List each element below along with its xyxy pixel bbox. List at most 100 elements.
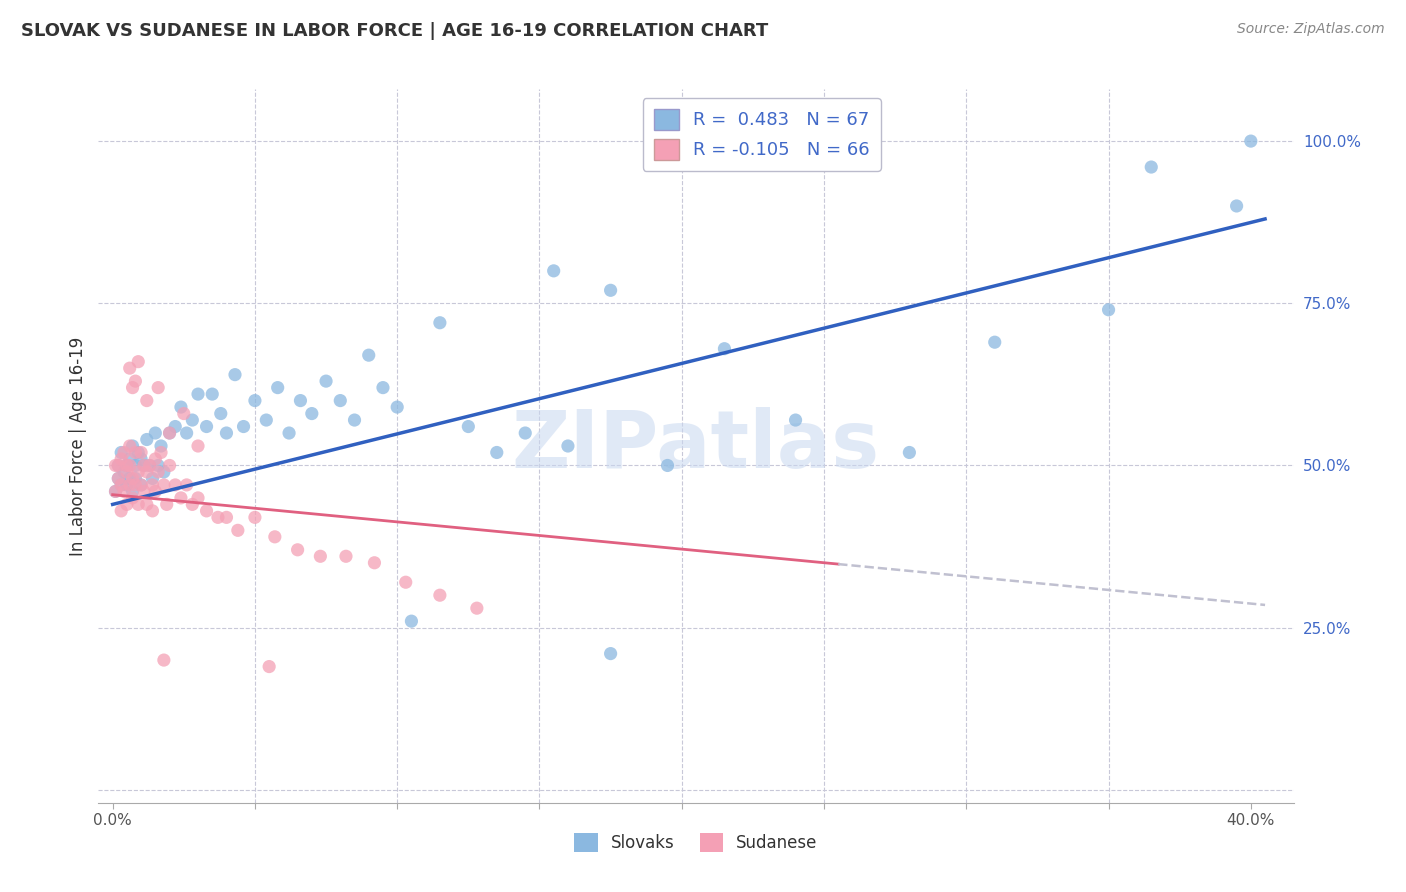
Point — [263, 530, 285, 544]
Point — [118, 471, 141, 485]
Point — [148, 465, 170, 479]
Point — [127, 445, 149, 459]
Point — [115, 478, 138, 492]
Point — [176, 478, 198, 492]
Point — [153, 478, 176, 492]
Point — [143, 425, 166, 440]
Point — [1226, 199, 1249, 213]
Point — [135, 393, 157, 408]
Point — [898, 445, 921, 459]
Point — [170, 400, 193, 414]
Point — [187, 439, 209, 453]
Point — [309, 549, 332, 564]
Point — [124, 374, 146, 388]
Point — [201, 387, 224, 401]
Point — [713, 342, 735, 356]
Point — [176, 425, 198, 440]
Point — [657, 458, 679, 473]
Point — [153, 465, 176, 479]
Point — [110, 445, 132, 459]
Point — [457, 419, 479, 434]
Point — [159, 425, 181, 440]
Point — [315, 374, 337, 388]
Point — [124, 478, 146, 492]
Point — [135, 465, 157, 479]
Point — [129, 452, 152, 467]
Point — [785, 413, 807, 427]
Point — [148, 381, 170, 395]
Point — [107, 471, 129, 485]
Point — [301, 407, 323, 421]
Point — [132, 458, 155, 473]
Point — [107, 471, 129, 485]
Point — [187, 491, 209, 505]
Point — [254, 413, 277, 427]
Point — [127, 354, 149, 368]
Point — [984, 335, 1007, 350]
Point — [110, 478, 132, 492]
Point — [209, 407, 232, 421]
Y-axis label: In Labor Force | Age 16-19: In Labor Force | Age 16-19 — [69, 336, 87, 556]
Point — [118, 478, 141, 492]
Point — [165, 419, 187, 434]
Point — [112, 465, 135, 479]
Point — [215, 510, 238, 524]
Point — [1140, 160, 1163, 174]
Point — [115, 458, 138, 473]
Point — [1097, 302, 1119, 317]
Point — [104, 484, 127, 499]
Point — [232, 419, 254, 434]
Point — [129, 445, 152, 459]
Point — [110, 452, 132, 467]
Point — [485, 445, 508, 459]
Point — [143, 452, 166, 467]
Point — [195, 419, 218, 434]
Point — [107, 458, 129, 473]
Point — [329, 393, 352, 408]
Point — [135, 433, 157, 447]
Point — [115, 458, 138, 473]
Point — [135, 497, 157, 511]
Point — [278, 425, 301, 440]
Point — [121, 381, 143, 395]
Point — [515, 425, 537, 440]
Point — [165, 478, 187, 492]
Point — [141, 504, 163, 518]
Point — [143, 484, 166, 499]
Point — [127, 465, 149, 479]
Point — [118, 458, 141, 473]
Point — [257, 659, 280, 673]
Text: ZIPatlas: ZIPatlas — [512, 407, 880, 485]
Point — [129, 478, 152, 492]
Point — [110, 504, 132, 518]
Point — [132, 458, 155, 473]
Point — [429, 588, 451, 602]
Point — [599, 283, 621, 297]
Point — [335, 549, 357, 564]
Point — [150, 445, 173, 459]
Point — [395, 575, 418, 590]
Point — [129, 478, 152, 492]
Point — [159, 425, 181, 440]
Point — [115, 465, 138, 479]
Point — [107, 458, 129, 473]
Point — [110, 478, 132, 492]
Point — [115, 497, 138, 511]
Point — [187, 387, 209, 401]
Point — [267, 381, 290, 395]
Point — [290, 393, 312, 408]
Point — [124, 445, 146, 459]
Point — [112, 445, 135, 459]
Point — [156, 497, 179, 511]
Point — [543, 264, 565, 278]
Point — [195, 504, 218, 518]
Point — [357, 348, 380, 362]
Point — [224, 368, 246, 382]
Point — [121, 484, 143, 499]
Point — [121, 471, 143, 485]
Text: Source: ZipAtlas.com: Source: ZipAtlas.com — [1237, 22, 1385, 37]
Point — [465, 601, 488, 615]
Point — [148, 458, 170, 473]
Point — [207, 510, 229, 524]
Point — [124, 458, 146, 473]
